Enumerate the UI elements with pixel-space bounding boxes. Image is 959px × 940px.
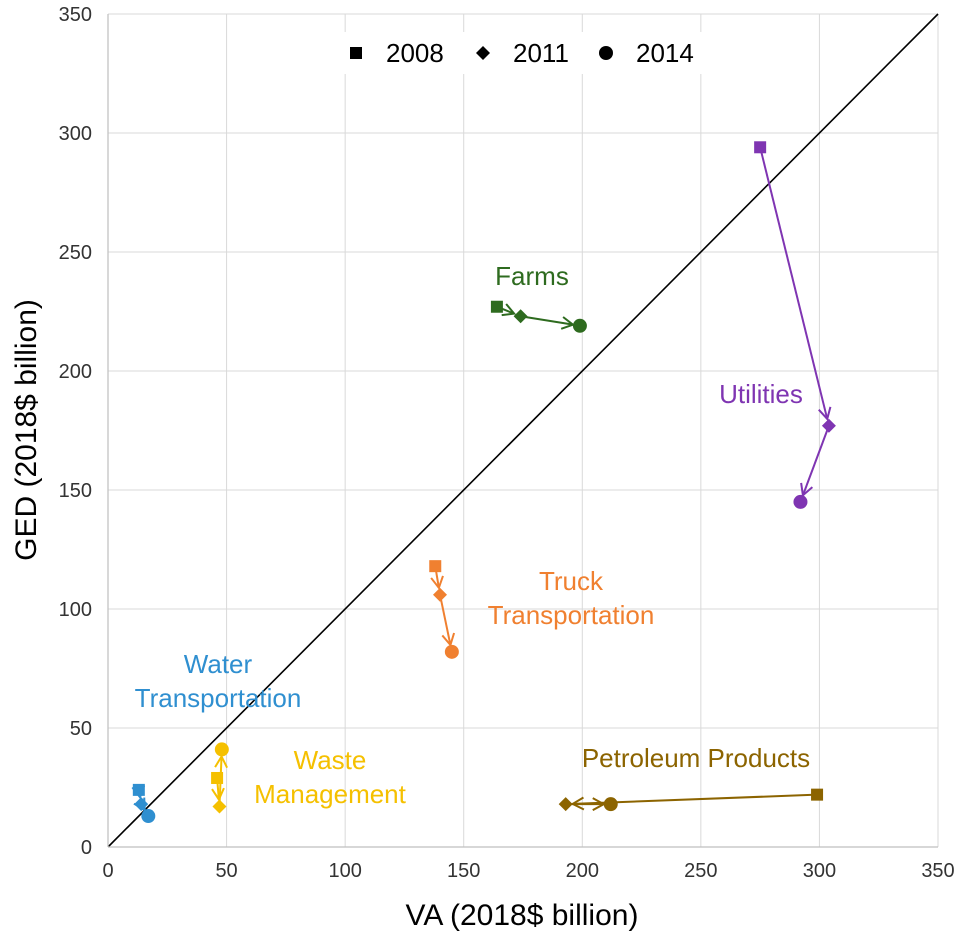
data-point-2008 xyxy=(132,783,145,796)
reference-line xyxy=(107,13,939,848)
data-point-2014 xyxy=(572,318,587,333)
data-point-2008 xyxy=(211,771,224,784)
series-truck-transportation: Truck Transportation xyxy=(429,560,654,659)
x-tick-label: 50 xyxy=(215,860,237,882)
x-tick-label: 200 xyxy=(566,860,599,882)
trajectory-arrow xyxy=(439,594,450,645)
data-point-2008 xyxy=(490,300,503,313)
series-label: Water xyxy=(184,649,253,679)
x-tick-label: 300 xyxy=(803,860,836,882)
legend-label: 2008 xyxy=(386,38,444,68)
trajectory-arrow xyxy=(803,425,830,496)
series-petroleum-products: Petroleum Products xyxy=(558,743,824,812)
data-point-2008 xyxy=(754,141,767,154)
data-point-2008 xyxy=(429,560,442,573)
trajectory-arrow xyxy=(759,147,827,419)
data-point-2011 xyxy=(134,797,149,812)
y-axis-title: GED (2018$ billion) xyxy=(10,299,43,561)
y-tick-label: 100 xyxy=(59,599,92,621)
data-point-2011 xyxy=(513,309,528,324)
legend-label: 2011 xyxy=(513,38,569,68)
data-point-2014 xyxy=(793,494,808,509)
y-tick-label: 250 xyxy=(59,242,92,264)
series-farms: Farms xyxy=(490,261,587,333)
x-tick-label: 350 xyxy=(921,860,954,882)
series-label: Utilities xyxy=(719,379,803,409)
y-tick-label: 50 xyxy=(70,718,92,740)
series-label: Truck xyxy=(539,566,604,596)
series-label: Waste xyxy=(294,745,367,775)
axes: 0 50 100 150 200 250 300 350 0 50 100 150 200 250 300 3… xyxy=(59,4,955,882)
data-point-2014 xyxy=(444,644,459,659)
x-tick-label: 100 xyxy=(328,860,361,882)
y-tick-label: 350 xyxy=(59,4,92,26)
data-point-2011 xyxy=(212,799,227,814)
y-tick-label: 150 xyxy=(59,480,92,502)
data-point-2014 xyxy=(141,809,156,824)
data-point-2014 xyxy=(214,742,229,757)
x-axis-title: VA (2018$ billion) xyxy=(406,899,639,932)
trajectory-arrow xyxy=(520,315,573,324)
series-label: Petroleum Products xyxy=(582,743,810,773)
series-waste-management: Waste Management xyxy=(211,742,407,814)
legend-marker-square xyxy=(350,47,362,59)
x-tick-label: 150 xyxy=(447,860,480,882)
data-point-2011 xyxy=(433,587,447,602)
legend-background xyxy=(336,32,706,74)
legend: 2008 2011 2014 xyxy=(336,32,706,74)
series-label: Farms xyxy=(495,261,569,291)
data-point-2011 xyxy=(558,797,573,812)
x-tick-label: 0 xyxy=(102,860,113,882)
series-label: Transportation xyxy=(488,600,655,630)
y-tick-label: 300 xyxy=(59,123,92,145)
series-utilities: Utilities xyxy=(719,141,836,509)
x-tick-label: 250 xyxy=(684,860,717,882)
grid xyxy=(107,13,939,848)
y-tick-label: 0 xyxy=(81,837,92,859)
series-label: Management xyxy=(254,779,407,809)
series-label: Transportation xyxy=(135,683,302,713)
legend-marker-circle xyxy=(599,46,613,60)
data-point-2008 xyxy=(811,788,824,801)
data-point-2011 xyxy=(821,418,836,433)
legend-label: 2014 xyxy=(636,38,694,68)
y-tick-label: 200 xyxy=(59,361,92,383)
series: Farms Utilities Truck Transportation Water Tr… xyxy=(132,141,836,824)
legend-marker-diamond xyxy=(476,46,490,60)
series-water-transportation: Water Transportation xyxy=(132,649,302,824)
data-point-2014 xyxy=(603,797,618,812)
